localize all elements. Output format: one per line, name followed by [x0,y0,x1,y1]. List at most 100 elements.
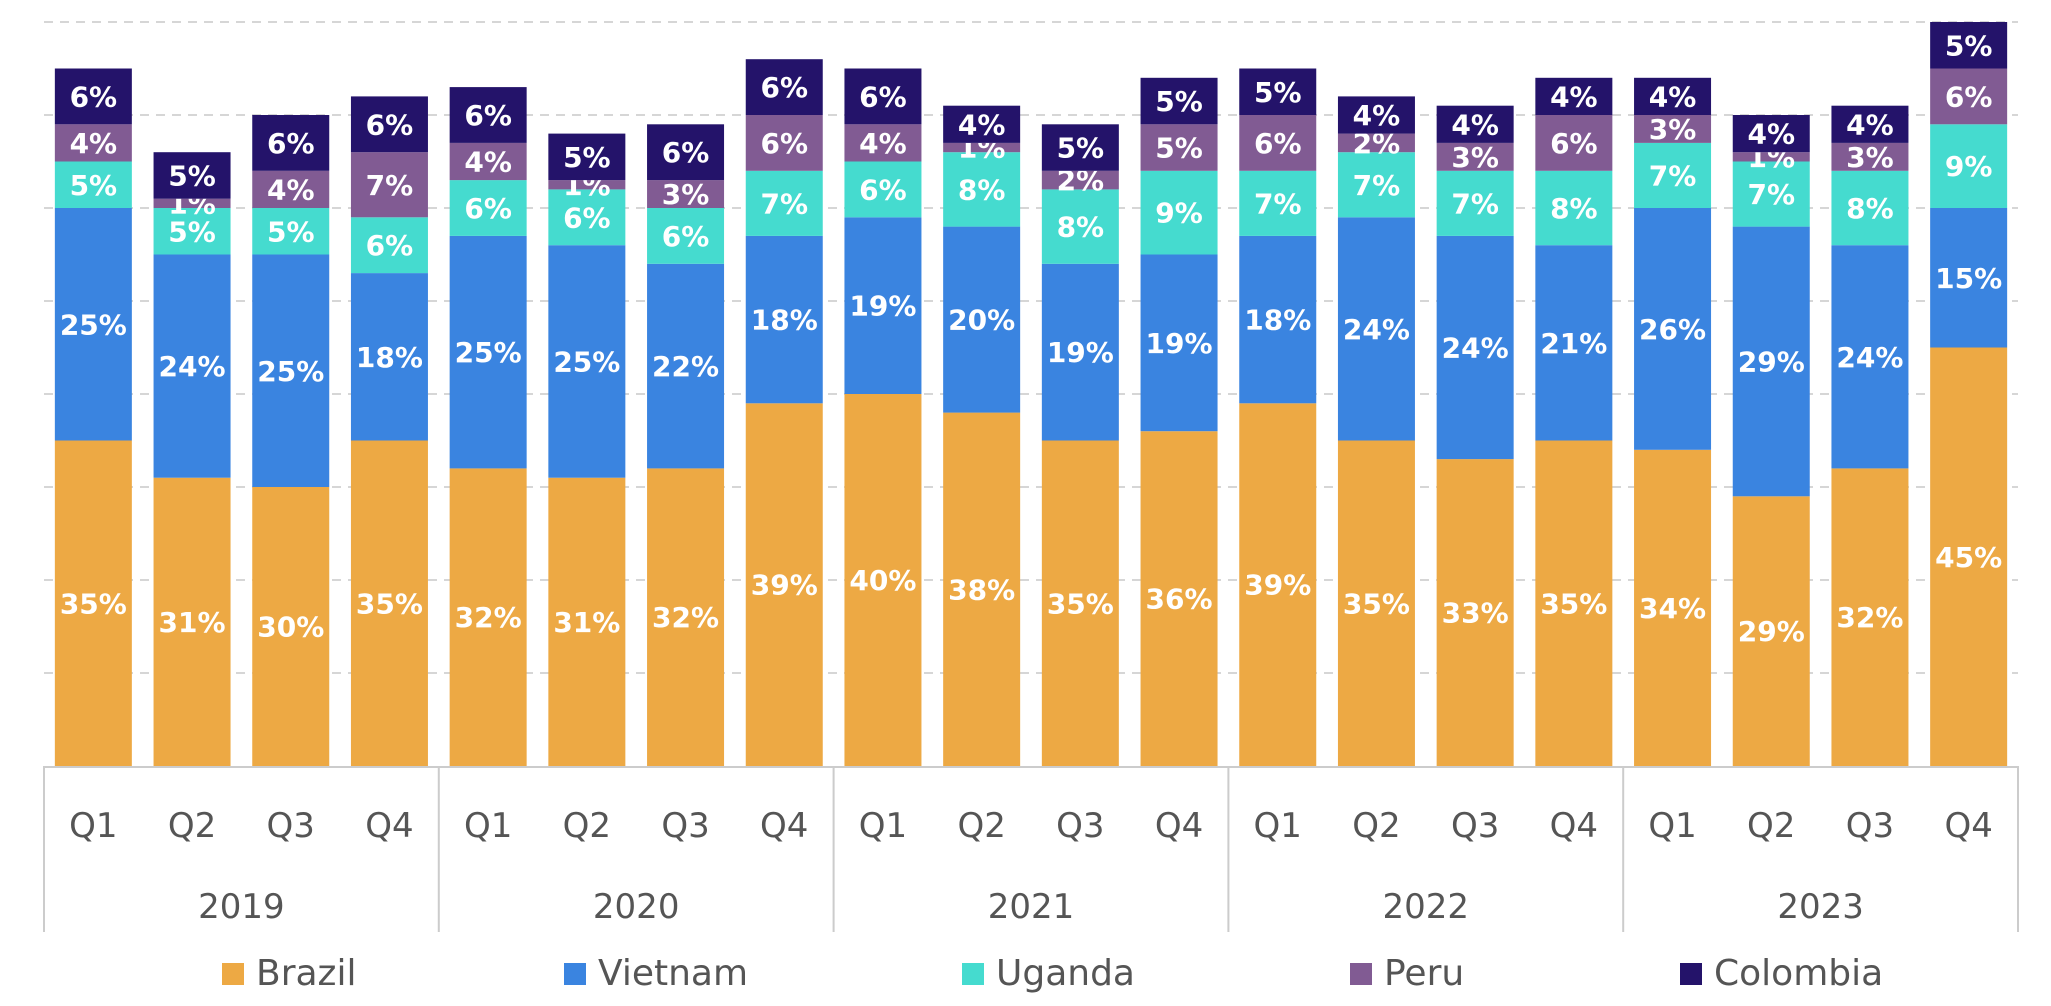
bar-segment-peru [1732,152,1810,162]
bar-segment-peru [54,124,132,162]
bar-segment-brazil [252,487,330,766]
bar-segment-vietnam [449,235,527,469]
bar-segment-uganda [54,161,132,208]
data-label-vietnam: 15% [1935,262,2002,295]
x-tick-label: Q2 [168,806,216,846]
bar-segment-colombia [1535,77,1613,115]
bar-segment-colombia [1831,105,1909,143]
data-label-brazil: 36% [1146,583,1213,616]
data-label-uganda: 8% [1057,211,1105,244]
data-label-colombia: 4% [958,108,1006,141]
bar-segment-uganda [1041,189,1119,264]
bar-segment-peru [1436,142,1514,171]
bar-segment-colombia [1732,115,1810,153]
data-label-peru: 5% [1155,132,1203,165]
legend-swatch-peru [1350,963,1372,985]
data-label-colombia: 6% [760,71,808,104]
data-label-brazil: 35% [356,587,423,620]
data-label-vietnam: 25% [455,336,522,369]
bar-segment-uganda [252,208,330,255]
bar-segment-colombia [350,96,428,153]
bar-segment-uganda [1239,170,1317,236]
data-label-colombia: 4% [1353,99,1401,132]
bar-segment-brazil [1239,403,1317,766]
x-tick-label: Q3 [1451,806,1499,846]
bar-segment-peru [844,124,922,162]
data-label-uganda: 6% [859,173,907,206]
x-group-label: 2021 [988,887,1075,927]
bar-segment-vietnam [1041,263,1119,441]
data-label-vietnam: 25% [553,345,620,378]
data-label-peru: 6% [1945,80,1993,113]
legend-label-uganda: Uganda [996,953,1135,994]
x-tick-label: Q3 [1056,806,1104,846]
data-label-vietnam: 18% [751,304,818,337]
data-label-peru: 3% [662,178,710,211]
bar-segment-brazil [350,440,428,766]
x-tick-label: Q3 [661,806,709,846]
bar-segment-brazil [54,440,132,766]
legend-swatch-vietnam [564,963,586,985]
bar-segment-peru [745,115,823,171]
bar-segment-brazil [449,468,527,766]
data-label-brazil: 31% [159,606,226,639]
bar-segment-brazil [1535,440,1613,766]
x-tick-label: Q4 [365,806,413,846]
data-label-uganda: 7% [1747,178,1795,211]
data-label-brazil: 34% [1639,592,1706,625]
data-label-uganda: 8% [1550,192,1598,225]
bar-segment-uganda [153,208,231,255]
bar-segment-vietnam [1436,235,1514,460]
bar-segment-brazil [1930,347,2008,766]
x-tick-label: Q2 [563,806,611,846]
bar-segment-colombia [844,68,922,125]
bar-segment-uganda [1634,142,1712,208]
bar-segment-vietnam [844,217,922,394]
data-label-colombia: 6% [366,108,414,141]
data-label-colombia: 5% [168,159,216,192]
data-label-uganda: 6% [563,201,611,234]
bar-segment-vietnam [1930,208,2008,348]
bar-segment-vietnam [54,208,132,441]
bar-segment-colombia [745,59,823,115]
bar-segment-colombia [1140,77,1218,125]
bar-segment-peru [350,152,428,218]
bar-segment-colombia [1930,22,2008,69]
x-group-label: 2022 [1383,887,1470,927]
bar-segment-uganda [1535,170,1613,246]
bar-segment-vietnam [943,226,1021,413]
data-label-uganda: 6% [464,192,512,225]
data-label-vietnam: 22% [652,350,719,383]
bar-segment-brazil [1436,459,1514,766]
data-label-uganda: 7% [1451,187,1499,220]
bar-segment-brazil [153,477,231,766]
bar-segment-colombia [153,152,231,199]
bar-segment-brazil [745,403,823,766]
data-label-colombia: 4% [1451,108,1499,141]
legend-swatch-brazil [222,963,244,985]
x-tick-label: Q4 [760,806,808,846]
x-tick-label: Q2 [1352,806,1400,846]
bar-segment-peru [449,142,527,181]
bar-segment-vietnam [1831,245,1909,469]
data-label-colombia: 5% [1254,76,1302,109]
bar-segment-peru [1140,124,1218,171]
bar-segment-peru [1930,68,2008,125]
data-label-peru: 6% [1254,127,1302,160]
data-label-brazil: 35% [1540,587,1607,620]
data-label-uganda: 7% [1254,187,1302,220]
bar-segment-uganda [1732,161,1810,227]
bar-segment-colombia [1041,124,1119,171]
bar-segment-uganda [449,180,527,236]
bar-segment-uganda [350,217,428,274]
bar-segment-colombia [252,115,330,171]
data-label-vietnam: 19% [849,290,916,323]
data-label-brazil: 45% [1935,541,2002,574]
data-label-brazil: 38% [948,573,1015,606]
data-label-uganda: 5% [168,215,216,248]
data-label-vietnam: 24% [1836,341,1903,374]
data-label-brazil: 32% [1836,601,1903,634]
legend-swatch-colombia [1680,963,1702,985]
bar-segment-brazil [1732,496,1810,766]
bar-segment-colombia [1239,68,1317,115]
